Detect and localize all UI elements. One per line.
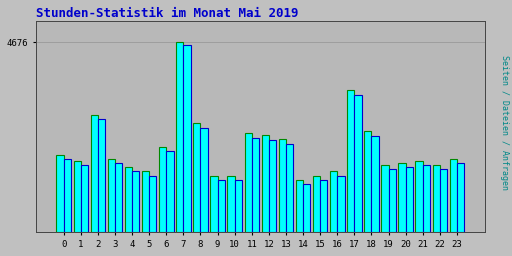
Bar — [389, 169, 396, 232]
Bar — [201, 127, 208, 232]
Bar — [210, 176, 218, 232]
Bar — [108, 159, 115, 232]
Bar — [63, 159, 71, 232]
Bar — [347, 90, 354, 232]
Bar — [457, 163, 464, 232]
Bar — [398, 163, 406, 232]
Bar — [364, 131, 371, 232]
Bar — [125, 167, 132, 232]
Bar — [337, 176, 345, 232]
Bar — [423, 165, 430, 232]
Bar — [354, 95, 361, 232]
Bar — [415, 161, 423, 232]
Bar — [381, 165, 389, 232]
Bar — [252, 138, 259, 232]
Bar — [132, 172, 139, 232]
Bar — [406, 167, 413, 232]
Bar — [330, 172, 337, 232]
Bar — [193, 123, 201, 232]
Bar — [433, 165, 440, 232]
Bar — [234, 180, 242, 232]
Bar — [115, 163, 122, 232]
Bar — [227, 176, 234, 232]
Bar — [320, 180, 328, 232]
Bar — [218, 180, 225, 232]
Bar — [142, 172, 149, 232]
Bar — [166, 151, 174, 232]
Bar — [313, 176, 320, 232]
Bar — [440, 169, 447, 232]
Text: Stunden-Statistik im Monat Mai 2019: Stunden-Statistik im Monat Mai 2019 — [36, 7, 298, 20]
Bar — [91, 115, 98, 232]
Bar — [450, 159, 457, 232]
Bar — [371, 136, 379, 232]
Bar — [269, 140, 276, 232]
Bar — [149, 176, 157, 232]
Bar — [159, 147, 166, 232]
Bar — [245, 133, 252, 232]
Bar — [183, 46, 190, 232]
Bar — [81, 165, 88, 232]
Bar — [262, 135, 269, 232]
Text: Seiten / Dateien / Anfragen: Seiten / Dateien / Anfragen — [500, 55, 509, 190]
Bar — [296, 180, 303, 232]
Bar — [303, 184, 310, 232]
Bar — [56, 155, 63, 232]
Bar — [176, 42, 183, 232]
Bar — [74, 161, 81, 232]
Bar — [98, 119, 105, 232]
Bar — [286, 144, 293, 232]
Bar — [279, 139, 286, 232]
